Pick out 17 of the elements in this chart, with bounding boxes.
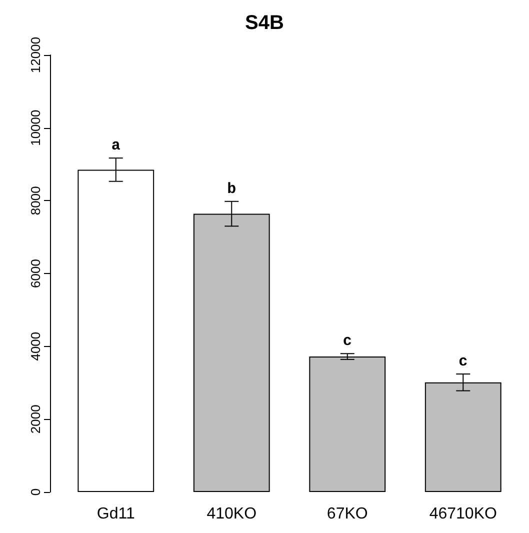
x-tick-label: Gd11 <box>96 506 135 522</box>
y-tick-label: 8000 <box>28 186 43 216</box>
y-tick-label: 10000 <box>28 110 43 146</box>
chart-title: S4B <box>245 12 284 34</box>
y-tick-label: 4000 <box>28 332 43 361</box>
y-tick-label: 12000 <box>28 36 43 74</box>
x-tick-label: 46710KO <box>429 506 497 522</box>
y-tick-label: 6000 <box>28 259 43 288</box>
x-tick-label: 67KO <box>326 506 368 522</box>
annotation: b <box>227 180 236 198</box>
annotation: c <box>342 333 352 350</box>
y-tick-label: 2000 <box>28 404 43 434</box>
bar <box>309 356 386 492</box>
annotation: c <box>458 354 468 371</box>
y-tick-label: 0 <box>28 488 43 496</box>
annotation: a <box>111 138 120 155</box>
x-tick-label: 410KO <box>206 506 257 522</box>
